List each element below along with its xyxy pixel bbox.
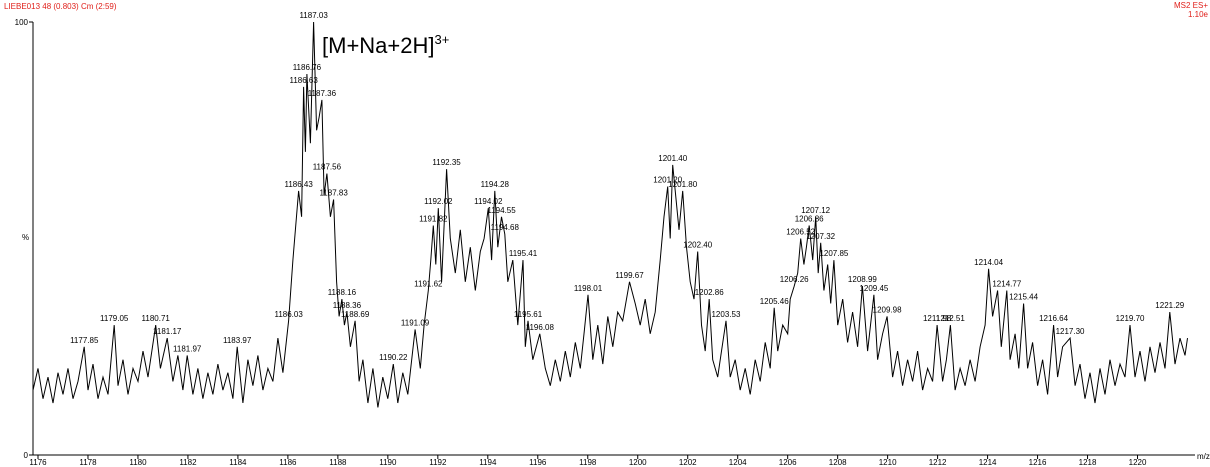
peak-label: 1191.62 — [414, 279, 443, 288]
x-tick-label: 1180 — [129, 458, 147, 467]
info: MS2 ES+ — [1174, 1, 1208, 10]
info: 1.10e — [1188, 10, 1209, 19]
x-tick-label: 1190 — [379, 458, 397, 467]
x-tick-label: 1182 — [179, 458, 197, 467]
peak-label: 1201.20 — [653, 176, 682, 185]
peak-label: 1194.28 — [481, 180, 510, 189]
peak-label: 1194.55 — [487, 206, 516, 215]
peak-label: 1206.52 — [786, 228, 815, 237]
peak-label: 1186.76 — [293, 63, 322, 72]
x-tick-label: 1176 — [29, 458, 47, 467]
peak-label: 1198.01 — [574, 284, 603, 293]
peak-label: 1203.53 — [711, 310, 740, 319]
x-tick-label: 1194 — [479, 458, 497, 467]
peak-label: 1216.64 — [1039, 314, 1068, 323]
x-tick-label: 1216 — [1029, 458, 1047, 467]
peak-label: 1214.04 — [974, 258, 1003, 267]
peak-label: 1221.29 — [1155, 301, 1184, 310]
x-tick-label: 1208 — [829, 458, 847, 467]
peak-label: 1219.70 — [1116, 314, 1145, 323]
peak-label: 1191.82 — [419, 215, 448, 224]
x-tick-label: 1198 — [579, 458, 597, 467]
y-tick-label: 0 — [24, 451, 29, 460]
peak-label: 1211.98 — [923, 314, 952, 323]
peak-label: 1202.40 — [683, 240, 712, 249]
peak-label: 1207.32 — [806, 232, 835, 241]
peak-label: 1192.02 — [424, 197, 453, 206]
x-tick-label: 1220 — [1129, 458, 1147, 467]
x-tick-label: 1210 — [879, 458, 897, 467]
peak-label: 1194.02 — [474, 197, 503, 206]
peak-label: 1191.09 — [401, 318, 430, 327]
chart-title: LIEBE013 48 (0.803) Cm (2:59) — [4, 2, 117, 11]
peak-label: 1205.46 — [760, 297, 789, 306]
peak-label: 1187.83 — [319, 189, 348, 198]
peak-label: 1186.63 — [289, 76, 318, 85]
peak-label: 1207.85 — [819, 249, 848, 258]
peak-label: 1201.80 — [668, 180, 697, 189]
peak-label: 1192.35 — [432, 158, 461, 167]
peak-label: 1209.98 — [873, 305, 902, 314]
x-tick-label: 1178 — [79, 458, 97, 467]
x-tick-label: 1218 — [1079, 458, 1097, 467]
peak-label: 1199.67 — [615, 271, 644, 280]
x-tick-label: 1196 — [529, 458, 547, 467]
spectrum-line — [32, 21, 1188, 408]
x-tick-label: 1214 — [979, 458, 997, 467]
x-tick-label: 1200 — [629, 458, 647, 467]
peak-label: 1186.03 — [274, 310, 303, 319]
peak-label: 1187.03 — [299, 11, 328, 20]
peak-label: 1187.36 — [308, 89, 337, 98]
peak-label: 1177.85 — [70, 336, 99, 345]
peak-label: 1202.86 — [695, 288, 724, 297]
peak-label: 1215.44 — [1009, 292, 1038, 301]
peak-label: 1188.36 — [333, 301, 362, 310]
peak-label: 1181.17 — [153, 327, 182, 336]
annotation-sup: 3+ — [435, 32, 450, 47]
peak-label: 1209.45 — [859, 284, 888, 293]
peak-label: 1188.69 — [341, 310, 370, 319]
peak-label: 1188.16 — [328, 288, 357, 297]
x-tick-label: 1206 — [779, 458, 797, 467]
peak-label: 1180.71 — [142, 314, 171, 323]
x-tick-label: 1188 — [329, 458, 347, 467]
peak-label: 1190.22 — [379, 353, 408, 362]
y-tick-label: 100 — [15, 18, 29, 27]
peak-label: 1196.08 — [526, 323, 555, 332]
x-tick-label: 1204 — [729, 458, 747, 467]
peak-label: 1186.43 — [284, 180, 313, 189]
peak-label: 1201.40 — [658, 154, 687, 163]
peak-label: 1217.30 — [1056, 327, 1085, 336]
peak-label: 1206.86 — [795, 215, 824, 224]
peak-label: 1195.41 — [509, 249, 538, 258]
peak-label: 1207.12 — [801, 206, 830, 215]
peak-label: 1214.77 — [992, 279, 1021, 288]
x-tick-label: 1192 — [429, 458, 447, 467]
peak-label: 1181.97 — [173, 344, 202, 353]
x-axis-label: m/z — [1197, 452, 1210, 461]
peak-label: 1194.68 — [491, 223, 520, 232]
x-tick-label: 1186 — [279, 458, 297, 467]
peak-label: 1195.61 — [514, 310, 543, 319]
y-axis-label: % — [22, 233, 29, 242]
x-tick-label: 1202 — [679, 458, 697, 467]
annotation-text: [M+Na+2H] — [322, 33, 435, 58]
peak-label: 1206.26 — [780, 275, 809, 284]
peak-label: 1183.97 — [223, 336, 252, 345]
peak-label: 1179.05 — [100, 314, 129, 323]
peak-label: 1212.51 — [936, 314, 965, 323]
peak-label: 1187.56 — [313, 163, 342, 172]
annotation: [M+Na+2H]3+ — [322, 32, 449, 58]
x-tick-label: 1212 — [929, 458, 947, 467]
x-tick-label: 1184 — [229, 458, 247, 467]
peak-label: 1208.99 — [848, 275, 877, 284]
